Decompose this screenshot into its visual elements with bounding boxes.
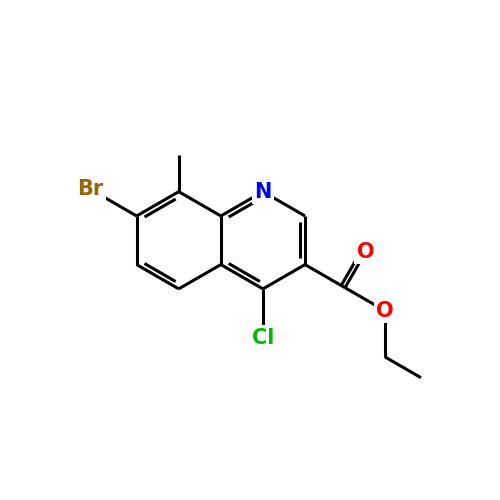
Text: N: N bbox=[254, 182, 272, 202]
Text: O: O bbox=[376, 301, 394, 321]
Text: Cl: Cl bbox=[252, 328, 274, 347]
Text: O: O bbox=[357, 242, 374, 262]
Text: Br: Br bbox=[77, 179, 104, 199]
